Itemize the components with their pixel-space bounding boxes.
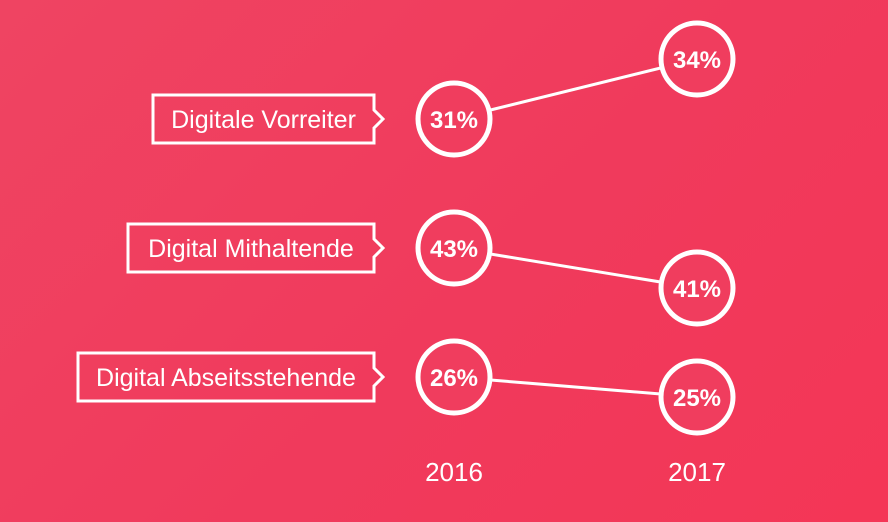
marker-2016: [415, 209, 493, 287]
value-label-2016: 26%: [430, 365, 478, 392]
connector-lines: [453, 57, 698, 399]
year-label: 2017: [668, 457, 726, 487]
category-label-box: [126, 222, 386, 274]
value-markers: 31% 34% 43% 41% 26% 25%: [415, 20, 736, 436]
value-label-2017: 41%: [673, 276, 721, 303]
value-label-2016: 31%: [430, 107, 478, 134]
category-label-box: [151, 93, 386, 145]
marker-2017: [658, 358, 736, 436]
marker-2016: [415, 80, 493, 158]
category-label-box: [76, 351, 386, 403]
connector-line: [453, 57, 698, 121]
marker-2016: [415, 338, 493, 416]
marker-2017: [658, 20, 736, 98]
value-label-2017: 25%: [673, 385, 721, 412]
connector-line: [453, 246, 698, 290]
marker-2017: [658, 249, 736, 327]
value-label-2016: 43%: [430, 236, 478, 263]
value-label-2017: 34%: [673, 47, 721, 74]
connector-line: [453, 375, 698, 399]
category-label: Digital Abseitsstehende: [96, 364, 356, 392]
category-labels: Digitale Vorreiter Digital Mithaltende Dig…: [76, 93, 386, 403]
year-axis: 2016 2017: [425, 457, 726, 487]
category-label: Digitale Vorreiter: [171, 106, 356, 134]
year-label: 2016: [425, 457, 483, 487]
category-label: Digital Mithaltende: [148, 235, 354, 263]
